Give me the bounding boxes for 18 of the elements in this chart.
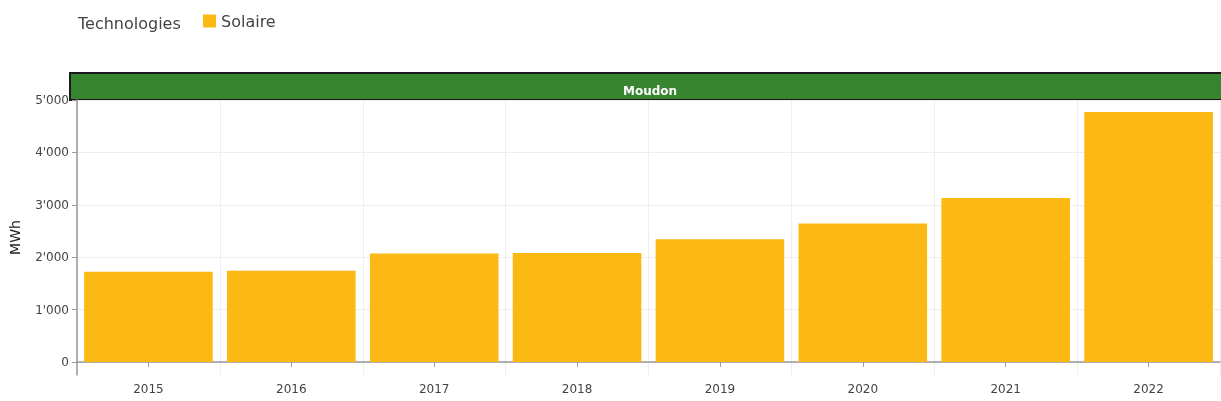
y-tick-label: 1'000 bbox=[35, 302, 69, 317]
legend-title: Technologies bbox=[77, 13, 181, 33]
x-tick-label: 2015 bbox=[133, 382, 164, 396]
y-tick-label: 0 bbox=[61, 354, 69, 369]
x-tick-label: 2019 bbox=[704, 382, 736, 396]
x-tick-label: 2018 bbox=[561, 382, 593, 396]
x-tick-label: 2020 bbox=[847, 382, 879, 396]
y-tick-label: 3'000 bbox=[35, 197, 69, 212]
y-tick-label: 4'000 bbox=[35, 145, 69, 160]
x-tick-label: 2022 bbox=[1133, 382, 1164, 396]
x-tick-label: 2016 bbox=[276, 382, 307, 396]
chart-title: Moudon bbox=[622, 84, 678, 98]
y-axis-title: MWh bbox=[7, 220, 23, 255]
legend-label: Solaire bbox=[221, 11, 276, 31]
x-tick-label: 2017 bbox=[418, 382, 450, 396]
y-tick-label: 2'000 bbox=[35, 250, 69, 265]
x-tick-label: 2021 bbox=[990, 382, 1021, 396]
y-tick-label: 5'000 bbox=[35, 93, 69, 107]
